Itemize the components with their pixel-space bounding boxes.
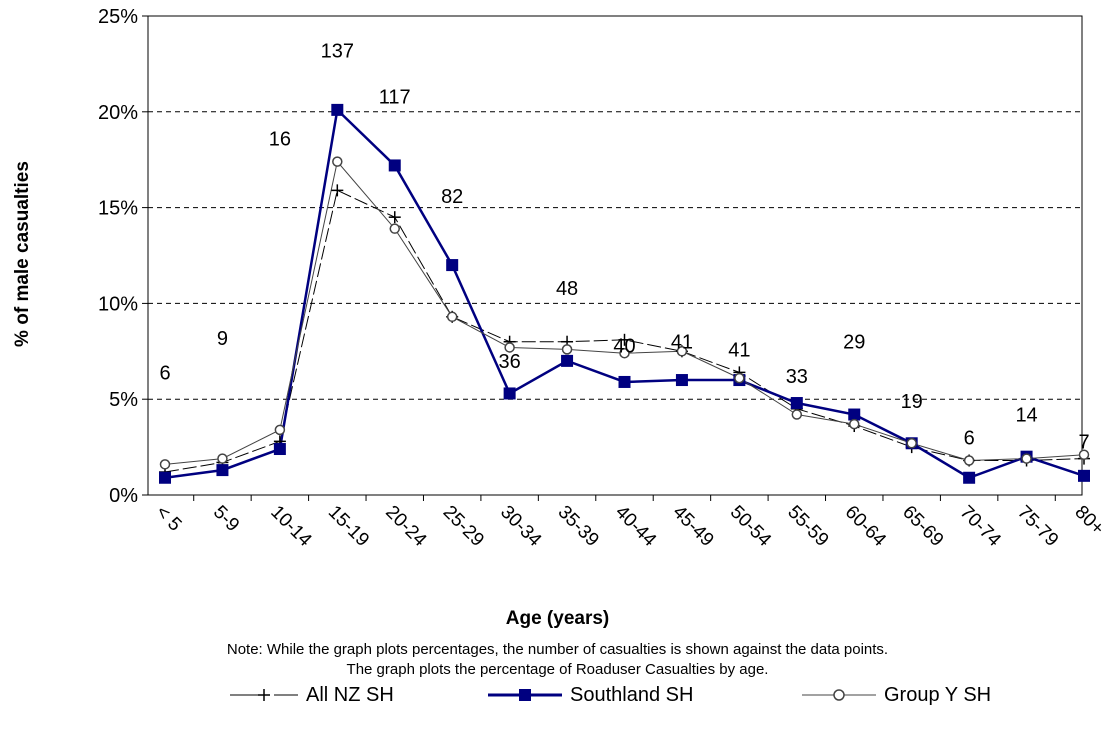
legend-item-southland-sh: Southland SH — [486, 680, 693, 710]
data-point — [446, 311, 458, 323]
data-label: 117 — [379, 86, 411, 108]
series-line — [164, 107, 1085, 480]
note-line-2: The graph plots the percentage of Roadus… — [346, 661, 769, 678]
x-tick-label: 10-14 — [266, 502, 316, 552]
data-label: 36 — [499, 351, 521, 373]
data-point — [906, 438, 917, 449]
data-point — [963, 471, 976, 484]
data-label: 82 — [441, 186, 463, 208]
data-point — [273, 443, 286, 456]
x-tick-label: 60-64 — [841, 502, 891, 552]
data-point — [388, 211, 401, 224]
data-point — [503, 387, 516, 400]
legend-label: All NZ SH — [306, 683, 394, 706]
data-label: 29 — [843, 332, 865, 354]
legend-item-group-y-sh: Group Y SH — [800, 680, 991, 710]
data-point — [504, 342, 515, 353]
data-point — [1021, 453, 1032, 464]
x-tick-label: 70-74 — [956, 502, 1006, 552]
plot-area — [147, 15, 1083, 496]
y-tick-label: 10% — [98, 293, 138, 315]
y-axis: 0% 5% 10% 15% 20% 25% — [98, 6, 148, 507]
data-point — [849, 418, 860, 430]
data-point — [619, 347, 630, 359]
x-tick-label: < 5 — [151, 502, 185, 536]
series-line — [164, 189, 1085, 473]
x-tick-label: 55-59 — [783, 502, 832, 551]
x-tick-label: 15-19 — [324, 502, 373, 551]
legend-item-all-nz-sh: All NZ SH — [228, 680, 394, 710]
x-tick-label: 75-79 — [1013, 502, 1062, 551]
data-label: 6 — [159, 362, 170, 384]
data-label: 7 — [1078, 431, 1089, 453]
data-point — [561, 354, 574, 367]
data-point — [1078, 449, 1090, 461]
data-point — [675, 374, 688, 387]
data-point — [274, 424, 286, 436]
legend-swatch-group-y-sh — [802, 689, 876, 701]
data-label: 41 — [728, 339, 750, 361]
data-point — [331, 103, 344, 116]
chart: 0% 5% 10% 15% 20% 25% < 5 5-9 10-14 15-19 20-24 25… — [12, 6, 1108, 552]
data-point — [217, 453, 228, 464]
data-labels: 6 9 16 137 117 82 36 48 40 41 41 33 29 19 6 14 7 — [159, 40, 1089, 453]
x-axis: < 5 5-9 10-14 15-19 20-24 25-29 30-34 35-39 40-4… — [135, 495, 1108, 552]
x-axis-title: Age (years) — [505, 608, 610, 629]
data-point — [332, 156, 343, 167]
data-label: 40 — [613, 336, 635, 358]
data-point — [790, 397, 803, 410]
note-line-1: Note: While the graph plots percentages,… — [226, 641, 889, 658]
y-tick-label: 0% — [109, 485, 138, 507]
x-tick-label: 65-69 — [898, 502, 947, 551]
data-point — [734, 372, 745, 384]
data-point — [848, 408, 861, 421]
data-point — [446, 259, 459, 272]
data-label: 9 — [217, 328, 228, 350]
x-tick-label: 45-49 — [668, 502, 717, 551]
y-tick-label: 20% — [98, 102, 138, 124]
y-tick-label: 15% — [98, 198, 138, 220]
data-point — [331, 184, 344, 197]
data-label: 33 — [786, 366, 808, 388]
x-tick-label: 50-54 — [726, 502, 776, 552]
x-tick-label: 40-44 — [611, 502, 661, 552]
legend-label: Southland SH — [570, 683, 694, 706]
series-group — [159, 103, 1090, 484]
data-point — [159, 471, 171, 484]
data-label: 14 — [1015, 405, 1037, 427]
data-point — [963, 455, 975, 466]
data-point — [1078, 469, 1090, 482]
data-point — [216, 464, 229, 477]
x-tick-label: 80+ — [1070, 502, 1108, 540]
x-tick-label: 25-29 — [439, 502, 488, 551]
data-label: 6 — [964, 428, 975, 450]
data-label: 19 — [901, 391, 923, 413]
y-axis-title: % of male casualties — [12, 161, 33, 347]
x-tick-label: 20-24 — [381, 502, 431, 552]
data-point — [618, 375, 631, 388]
x-tick-label: 30-34 — [496, 502, 546, 552]
data-label: 48 — [556, 278, 578, 300]
legend-label: Group Y SH — [884, 683, 992, 706]
data-label: 137 — [321, 40, 354, 62]
legend-swatch-all-nz-sh — [230, 689, 298, 701]
data-point — [791, 409, 803, 420]
data-point — [676, 346, 688, 357]
y-tick-label: 5% — [109, 389, 138, 411]
data-point — [388, 159, 401, 172]
data-label: 16 — [269, 129, 291, 151]
data-point — [159, 459, 171, 470]
legend: All NZ SH Southland SH Group Y SH — [0, 680, 1115, 710]
y-tick-label: 25% — [98, 6, 138, 28]
data-point — [389, 223, 400, 234]
x-tick-label: 35-39 — [554, 502, 603, 551]
data-point — [561, 344, 573, 355]
data-point — [618, 333, 631, 346]
x-tick-label: 5-9 — [209, 502, 243, 536]
data-label: 41 — [671, 332, 693, 354]
legend-swatch-southland-sh — [488, 689, 562, 701]
